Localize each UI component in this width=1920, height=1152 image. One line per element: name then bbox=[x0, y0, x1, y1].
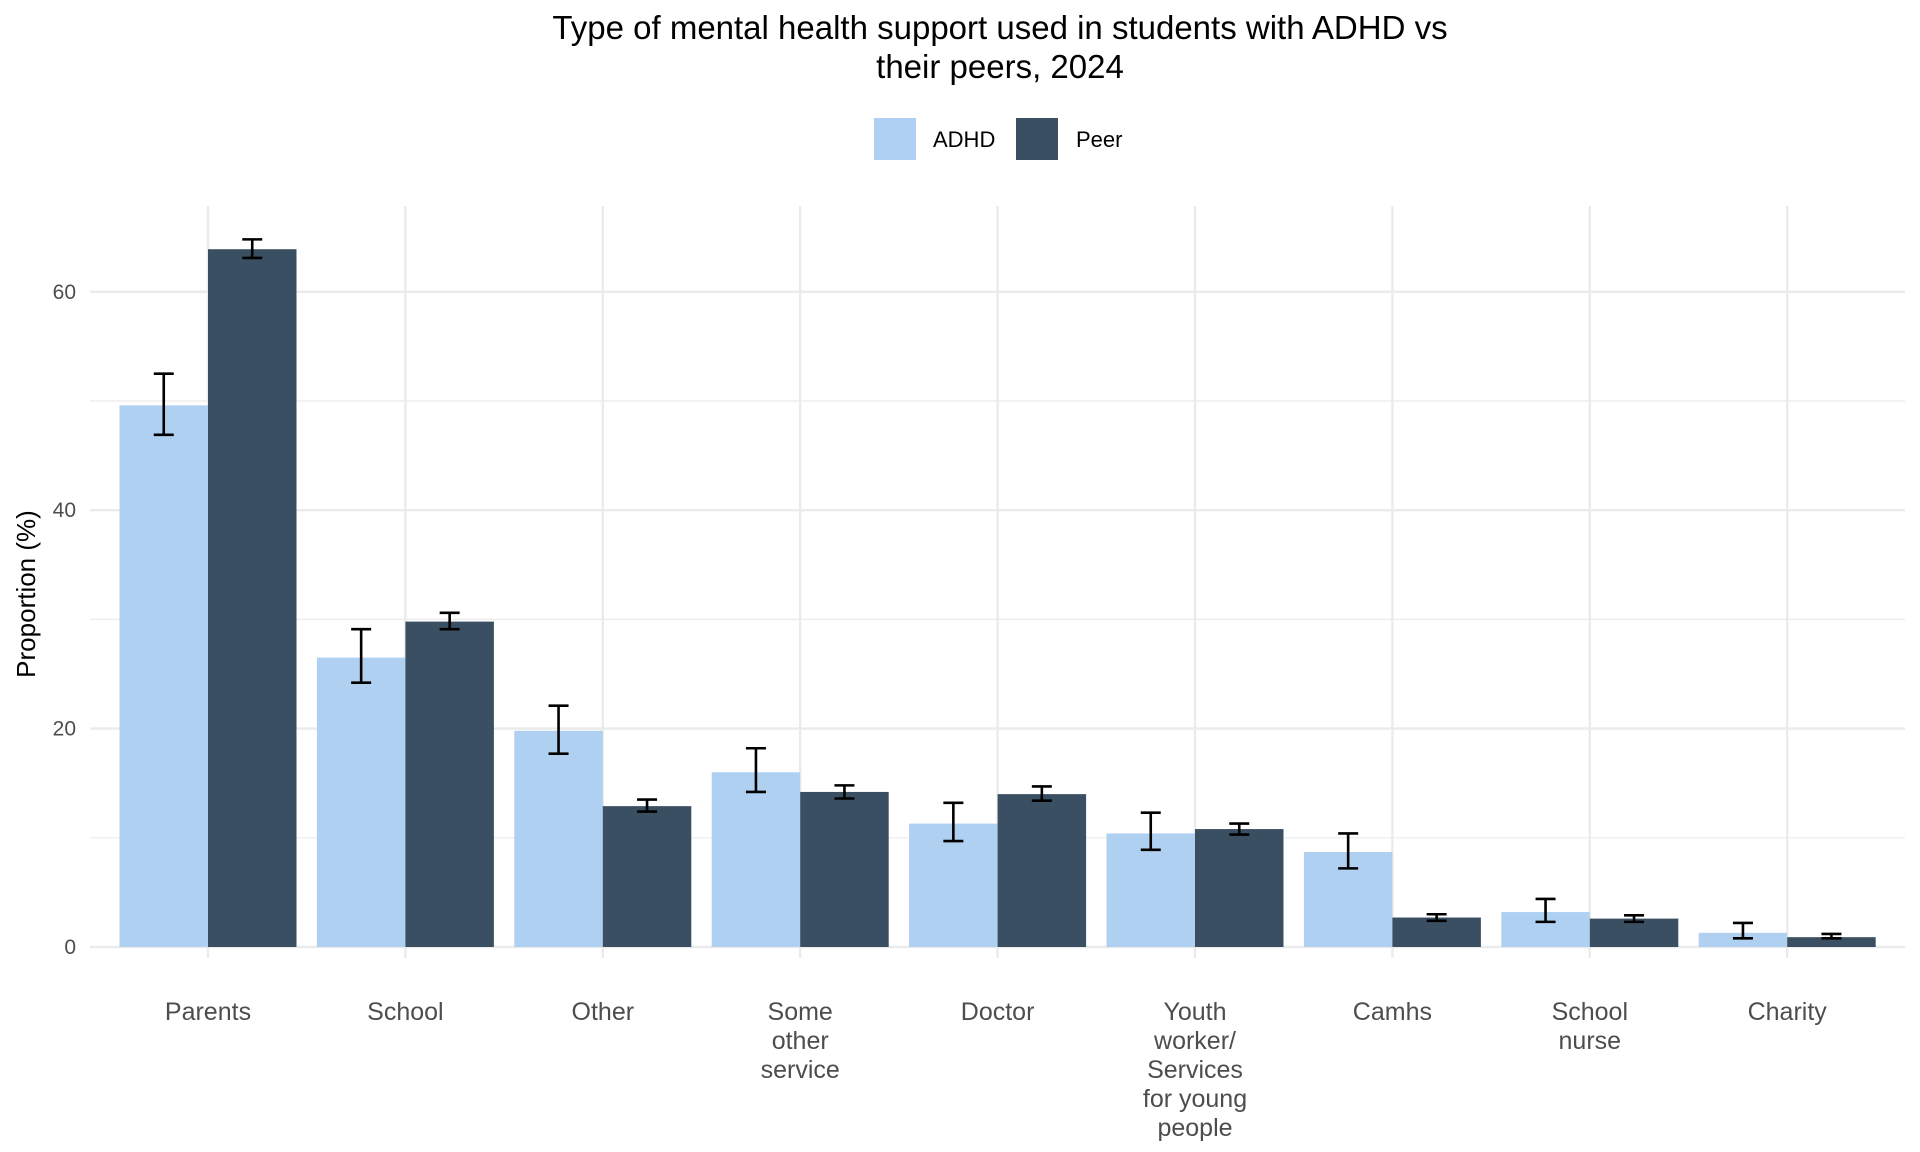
x-tick-label: School bbox=[367, 998, 443, 1026]
x-tick-label: Parents bbox=[165, 998, 251, 1026]
chart-title-line-1: Type of mental health support used in st… bbox=[552, 9, 1447, 46]
bar-adhd-1 bbox=[316, 657, 406, 947]
bar-adhd-8 bbox=[1698, 932, 1788, 947]
x-tick-label: Doctor bbox=[961, 998, 1035, 1026]
error-bar-peer-3 bbox=[834, 784, 855, 800]
legend: ADHD Peer bbox=[874, 118, 1122, 160]
legend-label-peer: Peer bbox=[1076, 127, 1122, 152]
x-tick-label-line: worker/ bbox=[1153, 1027, 1236, 1055]
x-tick-label: Other bbox=[572, 998, 635, 1026]
x-tick-label-line: people bbox=[1157, 1114, 1232, 1142]
x-tick-label: Charity bbox=[1748, 998, 1828, 1026]
y-tick-label: 40 bbox=[53, 499, 76, 522]
x-tick-label-line: Camhs bbox=[1353, 998, 1432, 1026]
error-bar-peer-7 bbox=[1624, 914, 1645, 924]
bar-peer-0 bbox=[208, 249, 297, 947]
bar-peer-6 bbox=[1392, 917, 1481, 947]
error-bar-adhd-6 bbox=[1338, 832, 1359, 870]
x-tick-label-line: other bbox=[772, 1027, 829, 1055]
bar-peer-1 bbox=[405, 621, 494, 947]
error-bar-peer-2 bbox=[637, 798, 658, 813]
error-bar-peer-6 bbox=[1426, 912, 1447, 923]
error-bar-peer-4 bbox=[1031, 785, 1052, 802]
bar-adhd-0 bbox=[119, 405, 208, 947]
x-tick-label: Camhs bbox=[1353, 998, 1432, 1026]
x-tick-label-line: Doctor bbox=[961, 998, 1035, 1026]
x-tick-label-line: Some bbox=[768, 998, 833, 1026]
bar-adhd-5 bbox=[1106, 833, 1195, 947]
x-axis-ticks: Parents School Other Some other service Doctor… bbox=[165, 998, 1827, 1142]
bar-adhd-2 bbox=[514, 730, 603, 947]
error-bar-peer-5 bbox=[1229, 822, 1250, 836]
x-tick-label-line: Services bbox=[1147, 1056, 1243, 1084]
error-bar-adhd-8 bbox=[1732, 921, 1753, 940]
chart-title-line-2: their peers, 2024 bbox=[876, 48, 1124, 85]
error-bar-peer-0 bbox=[242, 238, 263, 260]
x-tick-label-line: Youth bbox=[1163, 998, 1226, 1026]
y-tick-label: 0 bbox=[64, 936, 76, 959]
error-bar-peer-8 bbox=[1821, 932, 1842, 940]
bar-peer-5 bbox=[1195, 829, 1284, 947]
x-tick-label-line: School bbox=[367, 998, 443, 1026]
x-tick-label-line: Charity bbox=[1748, 998, 1828, 1026]
bar-peer-3 bbox=[800, 791, 889, 947]
x-tick-label-line: for young bbox=[1143, 1085, 1247, 1113]
y-axis-ticks: 0 20 40 60 bbox=[53, 281, 76, 959]
legend-key-adhd bbox=[874, 118, 916, 160]
legend-label-adhd: ADHD bbox=[933, 127, 995, 152]
error-bar-adhd-0 bbox=[153, 372, 174, 437]
y-tick-label: 20 bbox=[53, 718, 76, 741]
error-bar-adhd-1 bbox=[351, 627, 372, 685]
y-tick-label: 60 bbox=[53, 281, 76, 304]
error-bar-adhd-3 bbox=[745, 746, 766, 794]
error-bar-adhd-2 bbox=[548, 704, 569, 756]
bars bbox=[119, 249, 1876, 947]
legend-key-peer bbox=[1016, 118, 1058, 160]
x-tick-label: Some other service bbox=[761, 998, 840, 1084]
bar-peer-2 bbox=[602, 806, 692, 947]
x-tick-label-line: nurse bbox=[1559, 1027, 1622, 1055]
x-tick-label-line: Other bbox=[572, 998, 635, 1026]
y-axis-title: Proportion (%) bbox=[11, 510, 41, 678]
bar-peer-7 bbox=[1589, 918, 1679, 947]
error-bar-adhd-5 bbox=[1140, 811, 1161, 852]
bar-adhd-3 bbox=[711, 772, 801, 947]
x-tick-label: School nurse bbox=[1552, 998, 1628, 1055]
bar-peer-4 bbox=[997, 794, 1087, 947]
error-bars bbox=[153, 238, 1842, 940]
error-bar-adhd-7 bbox=[1535, 897, 1556, 924]
x-tick-label-line: School bbox=[1552, 998, 1628, 1026]
bar-peer-8 bbox=[1787, 937, 1876, 947]
x-tick-label: Youth worker/Services for young people bbox=[1143, 998, 1247, 1142]
bar-adhd-4 bbox=[909, 823, 998, 947]
error-bar-adhd-4 bbox=[943, 801, 964, 843]
error-bar-peer-1 bbox=[439, 611, 460, 631]
chart-title: Type of mental health support used in st… bbox=[552, 9, 1447, 85]
x-tick-label-line: service bbox=[761, 1056, 840, 1084]
x-tick-label-line: Parents bbox=[165, 998, 251, 1026]
